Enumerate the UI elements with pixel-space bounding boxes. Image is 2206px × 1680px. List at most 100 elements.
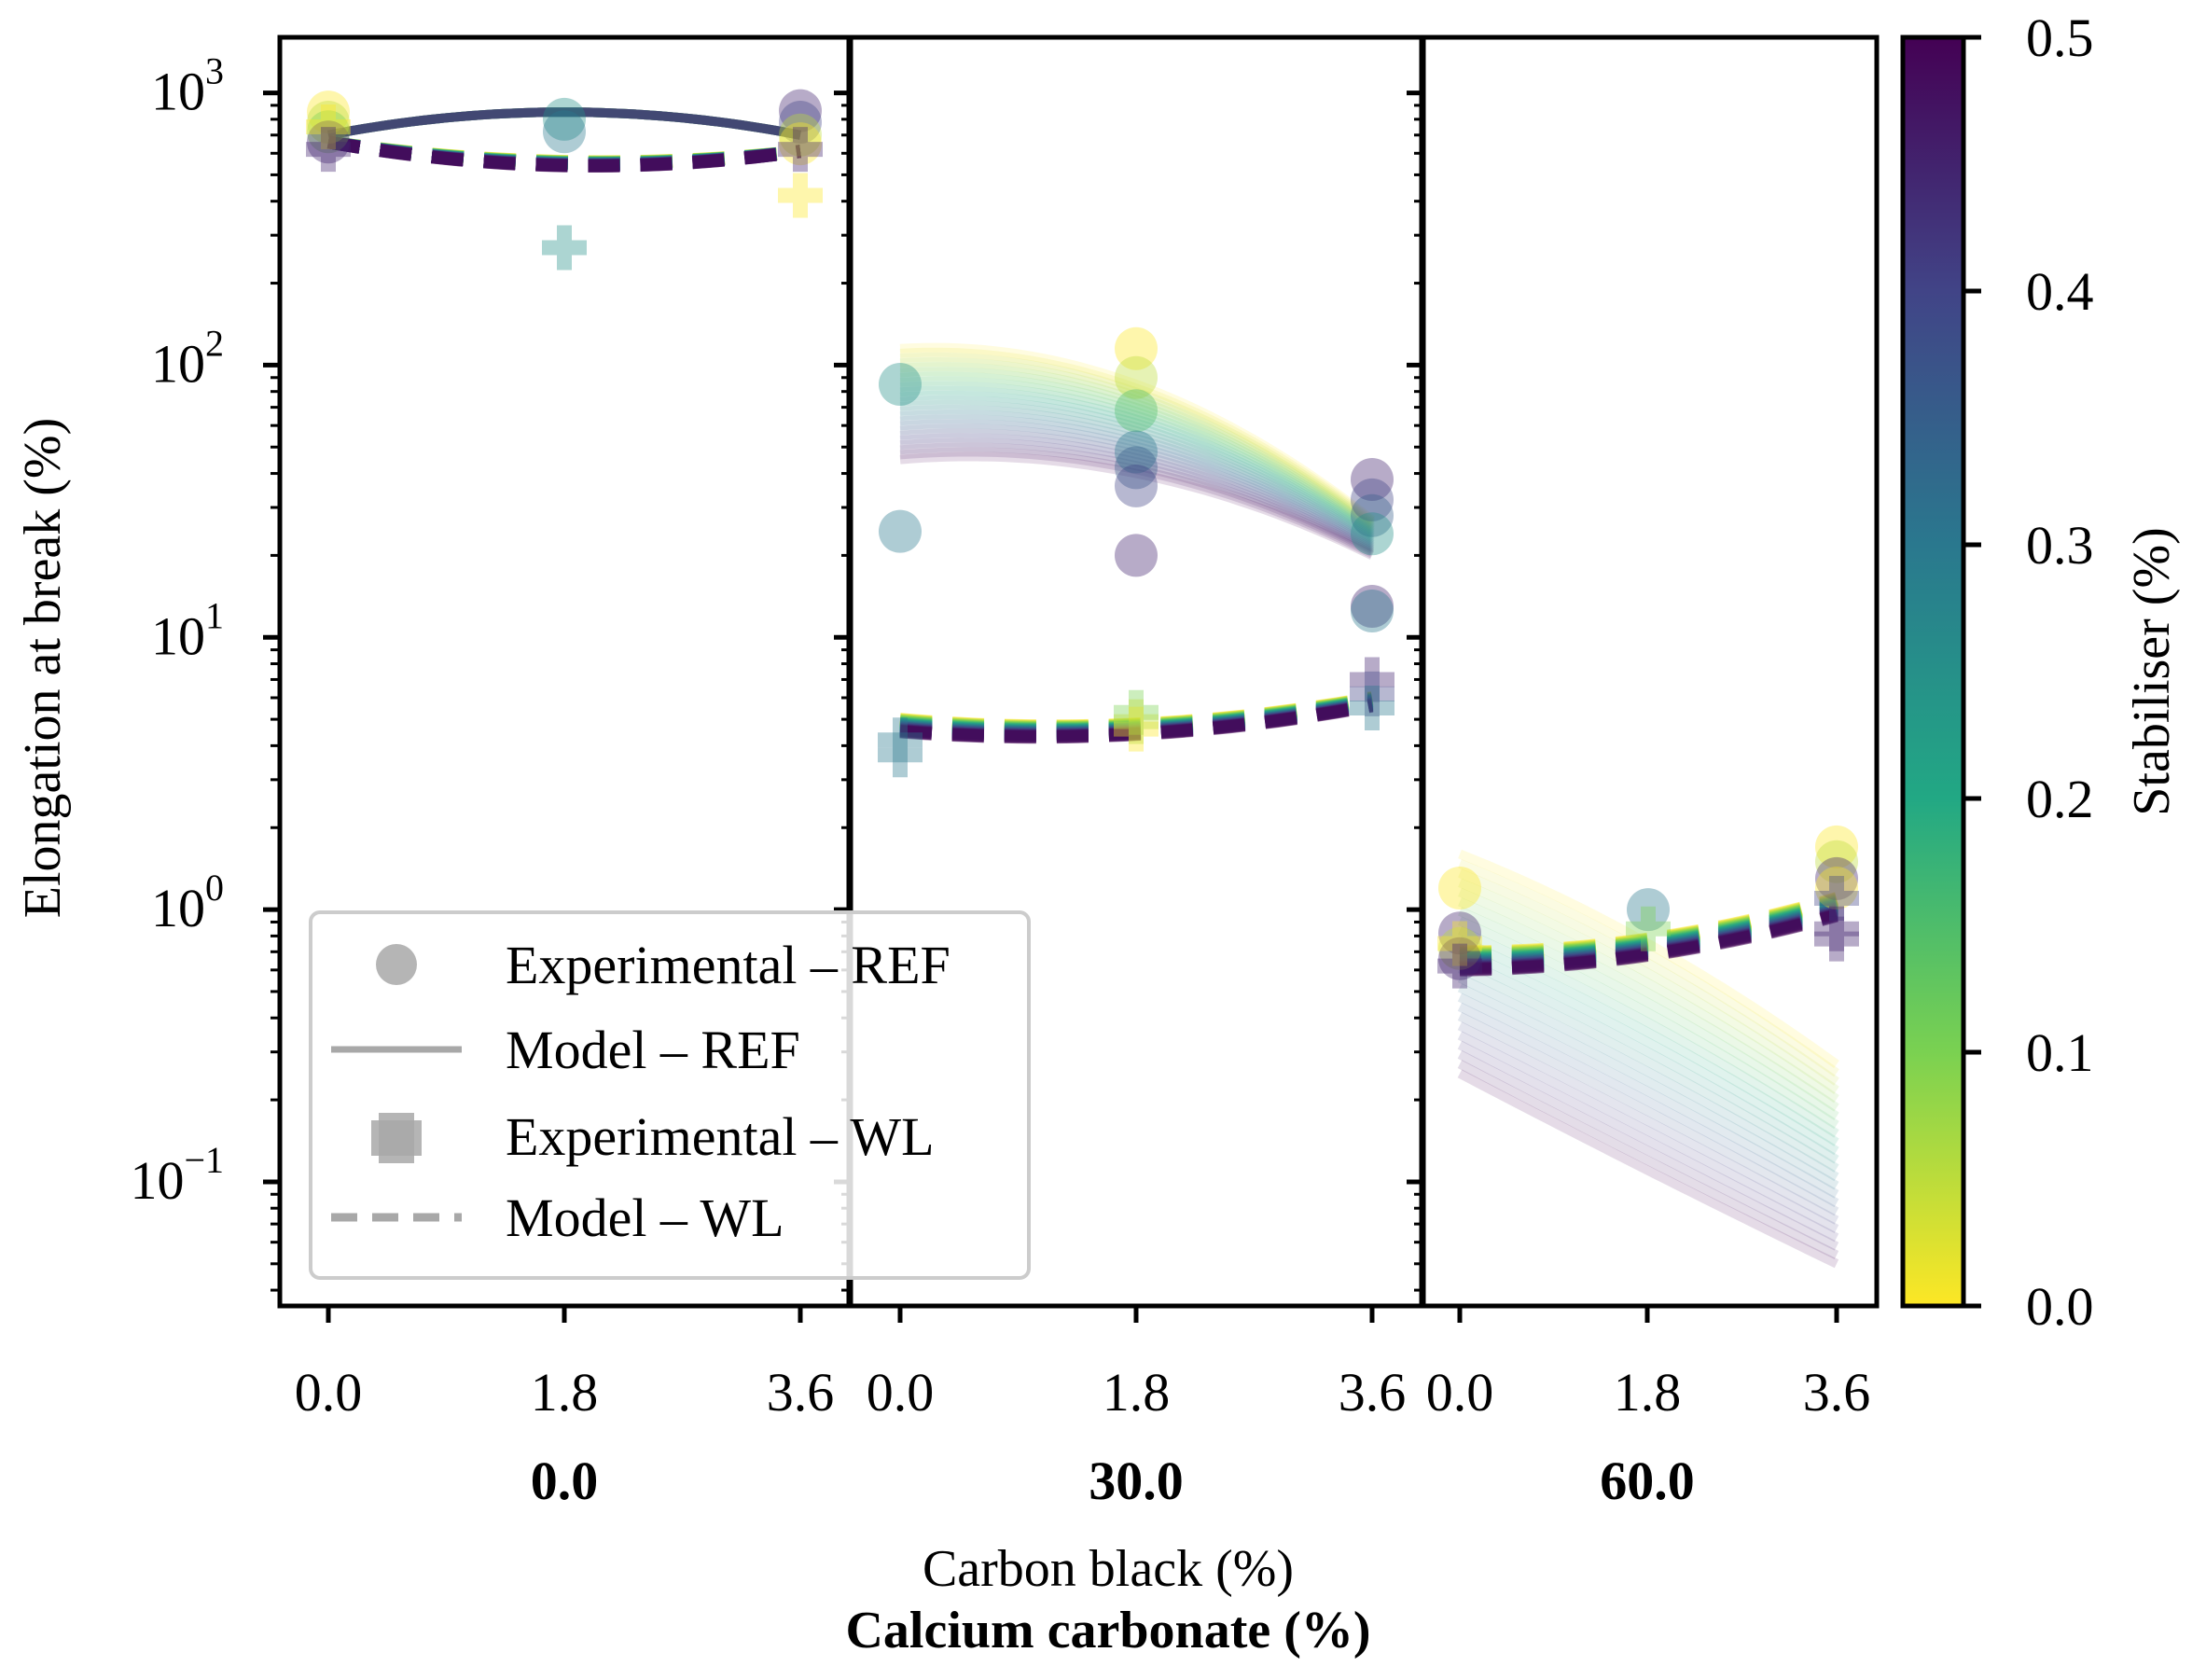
model-ref-band-curve [899, 419, 1375, 549]
y-tick-base: 10 [151, 62, 205, 122]
model-ref-band-curve [1457, 973, 1839, 1182]
panel-30.0 [878, 326, 1394, 778]
model-ref-band [327, 107, 801, 140]
group-axis-title: Calcium carbonate (%) [845, 1602, 1370, 1659]
exp-ref-point [1115, 355, 1158, 399]
x-tick-label: 0.0 [295, 1362, 363, 1423]
model-ref-band-curve [327, 107, 801, 140]
model-ref-band-curve [327, 107, 801, 140]
exp-ref-point [1115, 534, 1158, 577]
model-ref-band-curve [899, 447, 1375, 559]
model-ref-band-curve [899, 376, 1375, 535]
exp-wl-point [878, 732, 923, 778]
model-ref-band-curve [1458, 907, 1839, 1120]
x-axis-title: Carbon black (%) [923, 1540, 1294, 1598]
panel-60.0 [1437, 825, 1859, 1269]
exp-ref-point [307, 120, 350, 164]
legend-label-model-ref: Model – REF [506, 1020, 800, 1080]
y-tick-exponent: 2 [205, 322, 224, 364]
model-ref-band-curve [327, 107, 801, 140]
x-tick-label: 1.8 [1614, 1362, 1682, 1423]
exp-ref-point [779, 101, 822, 145]
model-ref-band-curve [899, 352, 1375, 527]
model-ref-band-curve [899, 410, 1375, 546]
x-tick-label: 1.8 [531, 1362, 599, 1423]
exp-ref-point [1351, 458, 1394, 502]
y-tick-label: 10−1 [130, 1139, 224, 1211]
model-ref-band-curve [1457, 1002, 1839, 1208]
exp-ref-point [1351, 478, 1394, 521]
model-wl-band-curve [1459, 909, 1838, 977]
exp-ref-point [1815, 840, 1858, 883]
group-label: 60.0 [1600, 1451, 1695, 1511]
model-ref-band-curve [327, 107, 801, 140]
panels-layer [306, 89, 1859, 1269]
model-ref-band-curve [899, 428, 1375, 552]
exp-ref-point [1351, 493, 1394, 537]
model-ref-band-curve [327, 107, 801, 140]
y-tick-exponent: 0 [205, 867, 224, 909]
legend-plus-icon [371, 1113, 422, 1163]
exp-ref-point [1115, 430, 1158, 474]
exp-wl-point [1114, 706, 1158, 752]
model-ref-band-curve [899, 362, 1375, 531]
exp-ref-point [307, 101, 350, 145]
model-ref-band-curve [327, 107, 801, 140]
axis-ticks: 0.0 1.8 3.60.00.0 1.8 3.630.00.0 1.8 3.660.010… [130, 50, 1870, 1511]
model-ref-band-curve [899, 395, 1375, 541]
exp-ref-point [1438, 926, 1481, 970]
model-ref-band-curve [899, 442, 1375, 557]
colorbar-gradient [1900, 35, 1966, 1309]
model-ref-band-curve [327, 107, 801, 140]
model-ref-band-curve [327, 107, 801, 140]
y-tick-exponent: 1 [205, 594, 224, 636]
model-ref-band-curve [899, 423, 1375, 550]
exp-wl-point [306, 104, 351, 150]
colorbar-tick-label: 0.4 [2026, 261, 2094, 322]
colorbar: 0.0 0.1 0.2 0.3 0.4 0.5 Stabiliser (%) [1900, 7, 2181, 1337]
model-ref-band-curve [899, 381, 1375, 536]
model-ref-band-curve [1457, 1011, 1839, 1216]
exp-wl-point [1114, 689, 1158, 735]
exp-wl-point [778, 173, 823, 218]
legend-label-exp-wl: Experimental – WL [506, 1106, 935, 1167]
model-ref-band-curve [1457, 954, 1839, 1164]
model-ref-band-curve [327, 107, 801, 140]
y-tick-base: 10 [151, 878, 205, 938]
model-ref-band-curve [899, 437, 1375, 555]
y-tick-exponent: −1 [184, 1139, 224, 1181]
exp-ref-point [1627, 888, 1670, 932]
colorbar-title: Stabiliser (%) [2123, 527, 2181, 815]
exp-wl-point [1814, 906, 1859, 951]
model-ref-band [899, 342, 1376, 560]
colorbar-tick-label: 0.0 [2026, 1276, 2094, 1337]
exp-ref-point [779, 89, 822, 132]
exp-wl-point [1114, 699, 1158, 744]
colorbar-tick-label: 0.1 [2026, 1022, 2094, 1083]
legend-box [309, 910, 1031, 1280]
exp-wl-point [778, 127, 823, 173]
model-ref-band-curve [899, 342, 1376, 524]
exp-wl-point [306, 127, 351, 173]
exp-ref-point [1115, 389, 1158, 433]
legend-circle-icon [376, 944, 417, 985]
model-ref-band-curve [899, 367, 1375, 532]
model-ref-band-curve [327, 107, 801, 140]
exp-wl-point [1350, 671, 1394, 716]
exp-ref-point [879, 509, 922, 553]
model-ref-band-curve [899, 404, 1375, 545]
model-ref-band-curve [327, 107, 801, 140]
model-ref-band-curve [327, 107, 801, 140]
x-tick-label: 3.6 [767, 1362, 835, 1423]
model-wl-band [326, 135, 801, 173]
model-ref-band-curve [1457, 993, 1839, 1199]
colorbar-tick-label: 0.2 [2026, 769, 2094, 829]
y-tick-label: 101 [151, 594, 224, 666]
exp-ref-point [1351, 585, 1394, 629]
model-ref-band-curve [327, 107, 801, 140]
model-ref-band-curve [899, 451, 1375, 560]
model-wl-band-curve [899, 699, 1374, 744]
exp-wl-point [1814, 876, 1859, 922]
x-tick-label: 3.6 [1803, 1362, 1871, 1423]
